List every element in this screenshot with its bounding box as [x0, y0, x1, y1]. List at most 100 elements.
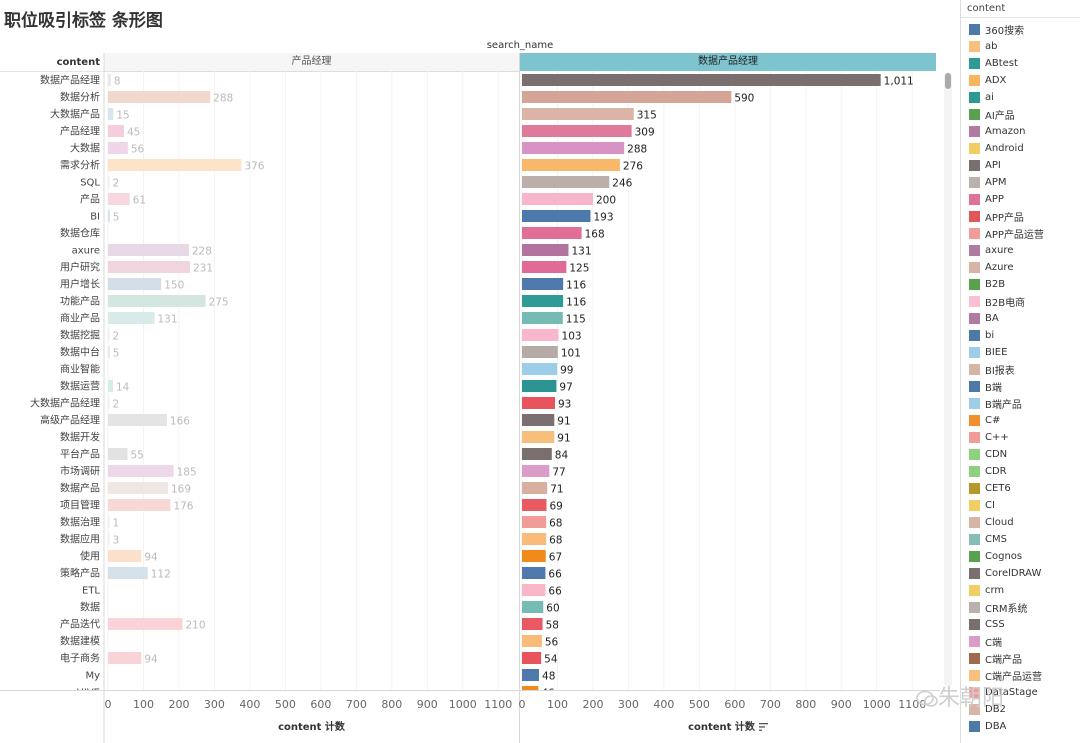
legend-item[interactable]: CDR: [961, 463, 1080, 480]
legend-item[interactable]: ADX: [961, 72, 1080, 89]
pane-header-product-manager[interactable]: 产品经理: [104, 53, 519, 72]
legend-item[interactable]: APM: [961, 174, 1080, 191]
legend-item[interactable]: DBA: [961, 718, 1080, 735]
row-label: 项目管理: [60, 499, 100, 512]
legend-item[interactable]: C++: [961, 429, 1080, 446]
legend-item[interactable]: 360搜索: [961, 21, 1080, 38]
legend-item[interactable]: CSS: [961, 616, 1080, 633]
data-label: 2: [113, 331, 120, 343]
legend-item[interactable]: B端产品: [961, 395, 1080, 412]
column-field-label[interactable]: search_name: [486, 40, 554, 51]
row-label: 产品迭代: [60, 618, 100, 631]
x-tick-label: 300: [618, 698, 639, 711]
legend-item[interactable]: DataStage: [961, 684, 1080, 701]
legend-item[interactable]: B2B电商: [961, 293, 1080, 310]
legend-item[interactable]: BI报表: [961, 361, 1080, 378]
x-tick-label: 0: [105, 698, 112, 711]
bar: [522, 125, 632, 137]
legend-item[interactable]: CorelDRAW: [961, 565, 1080, 582]
bar: [522, 176, 610, 188]
legend-item[interactable]: ABtest: [961, 55, 1080, 72]
bar: [522, 652, 542, 664]
row-field-label[interactable]: content: [0, 57, 104, 68]
legend-item[interactable]: CI: [961, 497, 1080, 514]
legend-item[interactable]: DB2: [961, 701, 1080, 718]
watermark: 朱朝阳: [916, 680, 1046, 716]
legend-swatch: [969, 92, 980, 103]
data-label: 276: [623, 161, 643, 173]
legend-label: B2B电商: [985, 298, 1026, 309]
legend-item[interactable]: B端: [961, 378, 1080, 395]
legend-item[interactable]: C端产品运营: [961, 667, 1080, 684]
legend-item[interactable]: API: [961, 157, 1080, 174]
legend-item[interactable]: C#: [961, 412, 1080, 429]
legend-item[interactable]: CET6: [961, 480, 1080, 497]
legend-label: BIEE: [985, 347, 1008, 358]
row-label: 数据建模: [60, 635, 100, 648]
bar: [522, 567, 546, 579]
data-label: 231: [193, 263, 213, 275]
bar: [108, 74, 111, 86]
legend-swatch: [969, 75, 980, 86]
legend-item[interactable]: B2B: [961, 276, 1080, 293]
bar: [108, 125, 124, 137]
legend-swatch: [969, 381, 980, 392]
legend-item[interactable]: BA: [961, 310, 1080, 327]
legend-item[interactable]: C端: [961, 633, 1080, 650]
pane-header-data-product-manager[interactable]: 数据产品经理: [520, 53, 936, 71]
legend-swatch: [969, 534, 980, 545]
data-label: 54: [544, 654, 558, 666]
bar: [522, 261, 567, 273]
legend-label: AI产品: [985, 111, 1015, 122]
legend-label: B2B: [985, 279, 1006, 290]
bar: [108, 516, 110, 528]
data-label: 1: [113, 518, 120, 530]
legend-item[interactable]: CMS: [961, 531, 1080, 548]
row-label: 高级产品经理: [40, 414, 100, 427]
data-label: 112: [151, 569, 171, 581]
legend-item[interactable]: Amazon: [961, 123, 1080, 140]
row-label: 数据仓库: [60, 227, 100, 240]
legend-item[interactable]: AI产品: [961, 106, 1080, 123]
data-label: 68: [549, 535, 562, 547]
legend-item[interactable]: APP: [961, 191, 1080, 208]
x-tick-label: 600: [724, 698, 745, 711]
legend-item[interactable]: APP产品运营: [961, 225, 1080, 242]
legend-label: CDR: [985, 466, 1007, 477]
legend-item[interactable]: axure: [961, 242, 1080, 259]
legend-swatch: [969, 143, 980, 154]
data-label: 288: [627, 144, 647, 156]
legend-item[interactable]: APP产品: [961, 208, 1080, 225]
legend-swatch: [969, 704, 980, 715]
legend-swatch: [969, 449, 980, 460]
scrollbar-thumb[interactable]: [945, 73, 951, 89]
legend-swatch: [969, 517, 980, 528]
bar: [108, 652, 142, 664]
data-label: 125: [569, 263, 589, 275]
legend-item[interactable]: bi: [961, 327, 1080, 344]
row-label: My: [85, 671, 100, 682]
bar: [108, 533, 110, 545]
bar: [522, 227, 582, 239]
legend-item[interactable]: ab: [961, 38, 1080, 55]
row-label: 数据运营: [60, 380, 100, 393]
legend-label: Azure: [985, 262, 1014, 273]
data-label: 103: [562, 331, 582, 343]
legend-item[interactable]: Azure: [961, 259, 1080, 276]
legend-item[interactable]: CRM系统: [961, 599, 1080, 616]
legend-item[interactable]: crm: [961, 582, 1080, 599]
bar: [522, 295, 564, 307]
legend-item[interactable]: BIEE: [961, 344, 1080, 361]
legend-item[interactable]: Android: [961, 140, 1080, 157]
legend-item[interactable]: CDN: [961, 446, 1080, 463]
sort-icon[interactable]: [758, 723, 768, 731]
x-tick-label: 600: [310, 698, 331, 711]
legend-item[interactable]: Cognos: [961, 548, 1080, 565]
legend-item[interactable]: ai: [961, 89, 1080, 106]
legend-item[interactable]: Cloud: [961, 514, 1080, 531]
data-label: 116: [566, 297, 586, 309]
legend-label: C端产品: [985, 655, 1022, 666]
row-label: 市场调研: [60, 465, 100, 478]
legend-item[interactable]: C端产品: [961, 650, 1080, 667]
vertical-scrollbar[interactable]: [944, 72, 952, 687]
